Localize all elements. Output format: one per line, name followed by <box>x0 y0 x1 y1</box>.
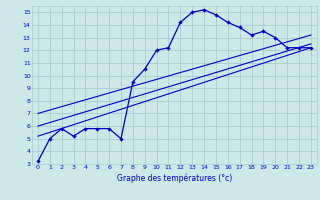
X-axis label: Graphe des températures (°c): Graphe des températures (°c) <box>117 173 232 183</box>
